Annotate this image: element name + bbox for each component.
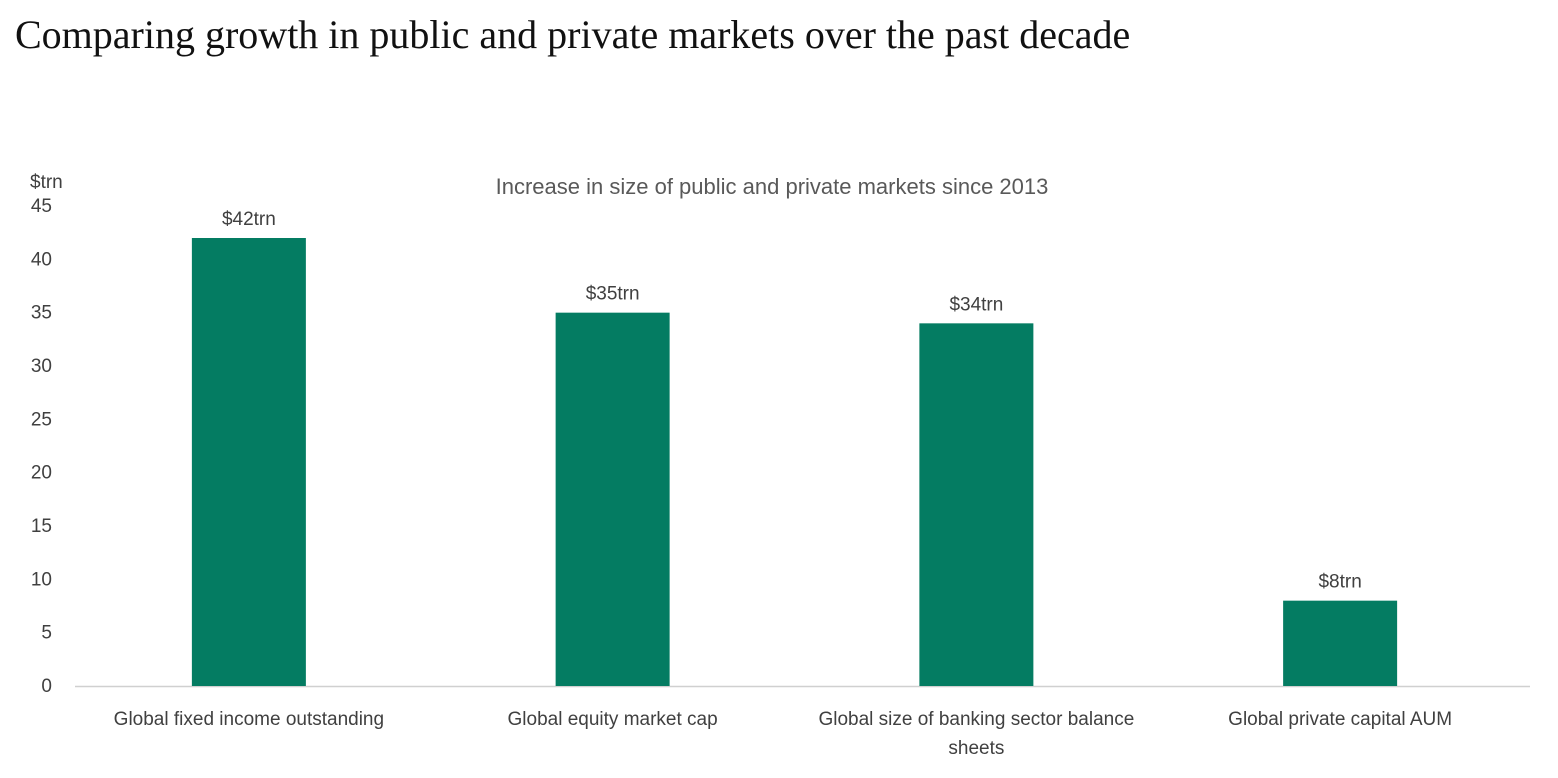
data-label: $35trn [586, 284, 640, 305]
category-label-line: Global equity market cap [508, 709, 718, 730]
y-tick-label: 30 [31, 356, 52, 377]
data-labels: $42trn $35trn $34trn $8trn [222, 209, 1362, 593]
data-label: $34trn [949, 294, 1003, 315]
bar [555, 312, 670, 686]
y-tick-label: 45 [31, 196, 52, 217]
chart-title: Increase in size of public and private m… [496, 174, 1049, 199]
y-tick-label: 25 [31, 409, 52, 430]
y-tick-label: 35 [31, 303, 52, 324]
category-label-line: Global fixed income outstanding [114, 709, 384, 730]
y-axis-ticks: 0 5 10 15 20 25 30 35 40 45 [31, 196, 52, 697]
category-label-line: sheets [948, 738, 1004, 759]
y-tick-label: 0 [41, 676, 52, 697]
y-axis-unit-label: $trn [30, 172, 63, 193]
bar [1283, 600, 1398, 686]
y-tick-label: 40 [31, 249, 52, 270]
y-tick-label: 20 [31, 463, 52, 484]
data-label: $42trn [222, 209, 276, 230]
category-label: Global private capital AUM [1228, 709, 1452, 730]
bar [191, 238, 306, 686]
category-label: Global fixed income outstanding [114, 709, 384, 730]
category-label: Global equity market cap [508, 709, 718, 730]
data-label: $8trn [1318, 572, 1361, 593]
category-label: Global size of banking sector balance she… [818, 709, 1134, 759]
page-title: Comparing growth in public and private m… [15, 12, 1131, 57]
category-labels: Global fixed income outstanding Global eq… [114, 709, 1452, 759]
y-tick-label: 5 [41, 623, 52, 644]
bar [919, 323, 1034, 686]
category-label-line: Global size of banking sector balance [818, 709, 1134, 730]
bar-series [191, 238, 1398, 686]
y-tick-label: 15 [31, 516, 52, 537]
category-label-line: Global private capital AUM [1228, 709, 1452, 730]
y-tick-label: 10 [31, 569, 52, 590]
